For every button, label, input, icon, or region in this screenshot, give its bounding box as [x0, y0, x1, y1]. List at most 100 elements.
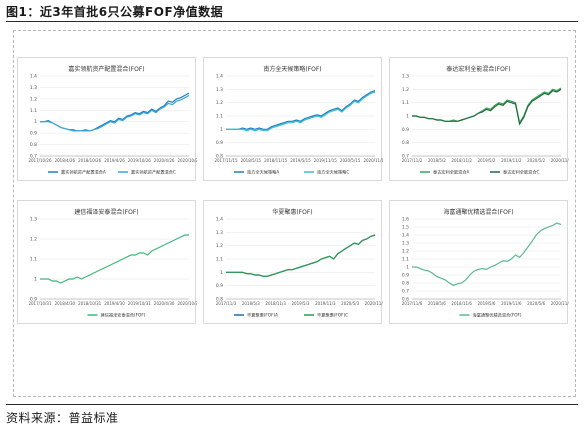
y-tick-label: 1.1: [216, 114, 223, 120]
series-line: [226, 91, 376, 132]
line-chart-svg: 0.6 0.7 0.8 0.9 1 1.1 1.2 1.3 1.4 1.5 1.6 2017/11/6…: [402, 217, 569, 319]
x-tick-label: 2017/11/2: [402, 158, 423, 163]
chart-panel-6: 海富通聚优精选混合(FOF) 0.6 0.7 0.8 0.9 1 1.1 1.2 1.3 1.4 1…: [389, 200, 569, 324]
y-tick-label: 0.9: [30, 131, 37, 137]
legend-label: 嘉实领航资产配置混合C: [131, 169, 176, 176]
x-tick-label: 2018/11/15: [264, 158, 288, 163]
y-tick-label: 1: [220, 127, 223, 133]
x-tick-label: 2019/5/3: [292, 301, 310, 306]
x-tick-label: 2017/10/26: [28, 158, 52, 163]
x-tick-label: 2019/4/26: [104, 158, 125, 163]
y-tick-label: 1: [34, 119, 37, 125]
bottom-rule: [6, 404, 578, 405]
x-tick-label: 2018/10/26: [78, 158, 102, 163]
line-chart-svg: 0.9 1 1.1 1.2 1.3 2017/10/31 2018/4/30 2018/10/…: [28, 217, 197, 319]
x-tick-label: 2019/11/3: [315, 301, 336, 306]
chart-title: 华夏聚惠(FOF): [272, 209, 313, 216]
x-tick-label: 2017/11/6: [402, 301, 423, 306]
chart-title: 泰达宏利全能混合(FOF): [446, 66, 511, 73]
legend-label: 嘉实领航资产配置混合A: [61, 169, 106, 176]
y-tick-label: 0.9: [30, 297, 37, 303]
y-tick-label: 1.2: [402, 249, 409, 255]
chart-title: 海富通聚优精选混合(FOF): [443, 209, 514, 216]
y-tick-label: 0.9: [216, 283, 223, 289]
y-tick-label: 1.3: [30, 217, 37, 223]
chart-panel-1: 嘉实领航资产配置混合(FOF) 0.7 0.8 0.9 1 1.1 1.2 1.3 1.4 201…: [17, 57, 197, 181]
chart-title: 嘉实领航资产配置混合(FOF): [68, 66, 145, 73]
legend-label: 建信福泽安泰混合(FOF): [101, 312, 146, 319]
y-tick-label: 1.1: [30, 257, 37, 263]
y-tick-label: 1.4: [216, 74, 223, 80]
series-line: [412, 88, 562, 126]
y-tick-label: 1.2: [30, 237, 37, 243]
x-tick-label: 2018/5/6: [428, 301, 446, 306]
chart-panel-4: 建信福泽安泰混合(FOF) 0.9 1 1.1 1.2 1.3 2017/10/31 2018…: [17, 200, 197, 324]
y-tick-label: 0.7: [30, 154, 37, 160]
legend-label: 南方全天候策略C: [317, 169, 349, 176]
x-tick-label: 2019/10/31: [128, 301, 152, 306]
series-line: [226, 90, 376, 130]
x-tick-label: 2020/11/6: [551, 301, 569, 306]
chart-panel-3: 泰达宏利全能混合(FOF) 0.7 0.8 0.9 1 1.1 1.2 1.3 2017/11/…: [389, 57, 569, 181]
x-tick-label: 2019/10/26: [128, 158, 152, 163]
x-tick-label: 2019/5/2: [478, 158, 496, 163]
x-tick-label: 2020/11/2: [551, 158, 569, 163]
y-tick-label: 0.8: [402, 140, 409, 146]
y-tick-label: 0.7: [402, 289, 409, 295]
x-tick-label: 2018/11/6: [451, 301, 472, 306]
legend-label: 泰达宏利全能混合C: [503, 169, 540, 176]
y-tick-label: 1.3: [216, 230, 223, 236]
x-tick-label: 2018/5/3: [242, 301, 260, 306]
y-tick-label: 0.8: [216, 297, 223, 303]
series-line: [226, 234, 376, 277]
y-tick-label: 1.2: [216, 100, 223, 106]
y-tick-label: 1: [406, 265, 409, 271]
y-tick-label: 1.6: [402, 217, 409, 223]
x-tick-label: 2017/10/31: [28, 301, 52, 306]
y-tick-label: 0.8: [402, 281, 409, 287]
y-tick-label: 1.2: [30, 96, 37, 102]
line-chart-svg: 0.8 0.9 1 1.1 1.2 1.3 1.4 2017/11/3 2018/5/3 2018…: [216, 217, 383, 319]
y-tick-label: 1.5: [402, 225, 409, 231]
y-tick-label: 0.9: [216, 140, 223, 146]
x-tick-label: 2020/11/15: [363, 158, 383, 163]
x-tick-label: 2020/10/26: [177, 158, 197, 163]
x-tick-label: 2020/11/3: [365, 301, 383, 306]
y-tick-label: 1.1: [30, 108, 37, 114]
y-tick-label: 0.8: [216, 154, 223, 160]
y-tick-label: 1.3: [402, 241, 409, 247]
x-tick-label: 2018/10/31: [78, 301, 102, 306]
y-tick-label: 1.1: [402, 100, 409, 106]
series-line: [40, 94, 190, 132]
y-tick-label: 1.3: [30, 85, 37, 91]
x-tick-label: 2019/5/15: [290, 158, 311, 163]
line-chart-svg: 0.7 0.8 0.9 1 1.1 1.2 1.3 1.4 2017/10/26 2018/4/2…: [28, 74, 197, 176]
x-tick-label: 2017/11/3: [216, 301, 237, 306]
y-tick-label: 0.7: [402, 154, 409, 160]
y-tick-label: 1: [220, 270, 223, 276]
x-tick-label: 2019/11/15: [314, 158, 338, 163]
x-tick-label: 2018/11/2: [451, 158, 472, 163]
line-chart-svg: 0.7 0.8 0.9 1 1.1 1.2 1.3 2017/11/2 2018/5/2 2018…: [402, 74, 569, 176]
y-tick-label: 1.4: [216, 217, 223, 223]
y-tick-label: 1: [406, 114, 409, 120]
legend-label: 华夏聚惠(FOF)C: [317, 312, 348, 319]
x-tick-label: 2019/5/6: [478, 301, 496, 306]
legend-label: 海富通聚优精选混合(FOF): [473, 312, 522, 319]
y-tick-label: 1.4: [30, 74, 37, 80]
x-tick-label: 2020/4/26: [154, 158, 175, 163]
y-tick-label: 0.9: [402, 273, 409, 279]
x-tick-label: 2018/11/3: [265, 301, 286, 306]
x-tick-label: 2020/5/2: [527, 158, 545, 163]
x-tick-label: 2020/10/31: [177, 301, 197, 306]
y-tick-label: 1.2: [216, 243, 223, 249]
x-tick-label: 2019/11/2: [501, 158, 522, 163]
x-tick-label: 2018/5/2: [428, 158, 446, 163]
y-tick-label: 0.8: [30, 142, 37, 148]
figure-title: 图1：近3年首批6只公募FOF净值数据: [6, 5, 224, 19]
y-tick-label: 1.1: [402, 257, 409, 263]
chart-frame: [13, 30, 576, 397]
series-line: [412, 222, 562, 287]
series-line: [40, 234, 189, 284]
